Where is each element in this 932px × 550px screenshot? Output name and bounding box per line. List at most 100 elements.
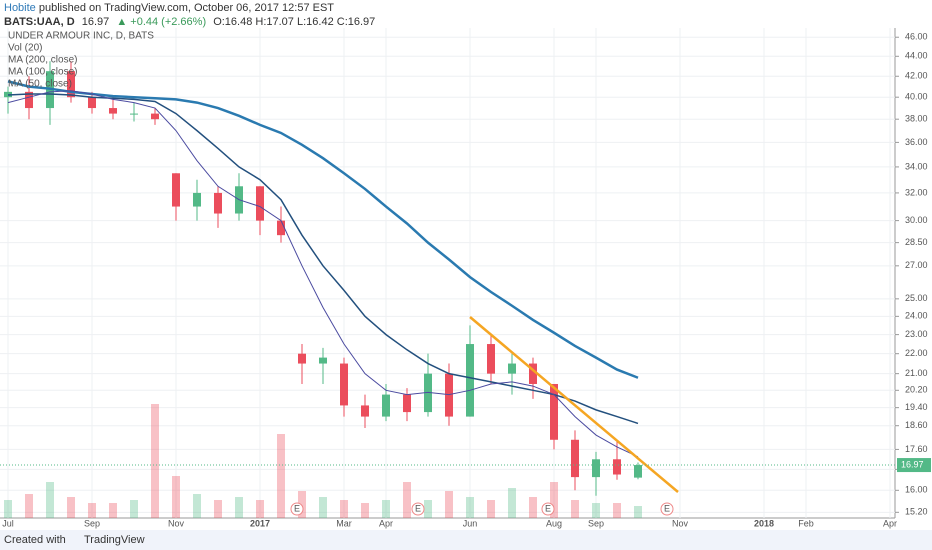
volume-bar [361,503,369,518]
candle-body [298,353,306,364]
candle-body [277,220,285,236]
earnings-label: E [294,503,300,513]
earnings-label: E [545,503,551,513]
footer-created: Created with [4,534,66,546]
volume-bar [151,404,159,518]
ohlc-high: H:17.07 [255,16,294,28]
x-tick-label: Jun [463,518,478,528]
trend-line [469,316,679,493]
candle-body [88,97,96,109]
publish-line: Hobite published on TradingView.com, Oct… [4,2,334,14]
published: published on TradingView.com, October 06… [39,2,334,14]
volume-bar [25,494,33,518]
candle-body [172,173,180,207]
x-tick-label: Apr [883,518,897,528]
y-tick-label: 17.60 [905,444,928,454]
legend-entry: MA (50, close) [8,79,72,90]
earnings-markers: E E E E [290,502,674,516]
y-tick-label: 42.00 [905,71,928,81]
last-price-label: 16.97 [901,459,924,469]
y-tick-label: 40.00 [905,92,928,102]
candle-body [571,439,579,478]
legend-entry: MA (200, close) [8,55,77,66]
volume-bar [424,500,432,518]
volume-bar [235,497,243,518]
footer-bar [0,530,932,550]
candle-body [508,363,516,374]
volume-bar [445,491,453,518]
volume-bar [529,497,537,518]
y-tick-label: 46.00 [905,32,928,42]
candle-body [613,459,621,475]
candle-body [529,363,537,384]
ohlc-low: L:16.42 [297,16,334,28]
volume-bar [67,497,75,518]
earnings-circle [541,502,555,516]
volume-bar [466,497,474,518]
y-tick-label: 15.20 [905,507,928,517]
volume-bar [298,491,306,518]
volume-bar [277,434,285,518]
volume-bar [193,494,201,518]
volume-bar [172,476,180,518]
x-tick-label: 2017 [250,518,270,528]
moving-average [7,90,639,458]
y-tick-label: 20.20 [905,385,928,395]
x-tick-label: Sep [588,518,604,528]
earnings-label: E [664,503,670,513]
candle-body [130,113,138,115]
candle-body [151,113,159,120]
last-price-box [897,458,931,473]
candle-body [382,394,390,417]
volume-bar [403,482,411,518]
moving-average [7,80,639,379]
candle-body [445,373,453,417]
candle-body [340,363,348,406]
y-tick-label: 19.40 [905,402,928,412]
volume-bar [487,500,495,518]
candle-body [487,344,495,374]
moving-average [7,93,639,425]
x-tick-label: Feb [798,518,814,528]
x-tick-label: Apr [379,518,393,528]
y-tick-label: 28.50 [905,237,928,247]
y-tick-label: 27.00 [905,260,928,270]
y-tick-label: 18.60 [905,420,928,430]
volume-bar [109,503,117,518]
symbol-line: BATS:UAA, D 16.97 ▲ +0.44 (+2.66%) O:16.… [4,16,375,28]
legend-entry: MA (100, close) [8,67,77,78]
ohlc-open: O:16.48 [213,16,252,28]
volume-bar [613,503,621,518]
candle-body [634,465,642,478]
y-tick-label: 44.00 [905,51,928,61]
x-tick-label: Aug [546,518,562,528]
y-tick-label: 16.00 [905,485,928,495]
earnings-circle [660,502,674,516]
ohlc-close: C:16.97 [337,16,376,28]
y-tick-label: 24.00 [905,311,928,321]
earnings-circle [411,502,425,516]
volume-bar [571,500,579,518]
y-tick-label: 36.00 [905,137,928,147]
candle-body [361,405,369,417]
volume-bar [634,506,642,518]
candle-body [466,344,474,417]
candle-body [214,192,222,214]
y-tick-label: 23.00 [905,329,928,339]
x-tick-label: Nov [672,518,689,528]
x-tick-label: Nov [168,518,185,528]
volume-bar [130,500,138,518]
candle-body [550,383,558,440]
footer-brand[interactable]: TradingView [84,534,145,546]
x-tick-label: Mar [336,518,352,528]
legend-entry: UNDER ARMOUR INC, D, BATS [8,31,154,42]
last: 16.97 [82,16,110,28]
volume-bar [319,497,327,518]
symbol: BATS:UAA, D [4,16,75,28]
volume-bar [214,500,222,518]
candle-body [403,394,411,413]
volume-bar [550,482,558,518]
candle-body [109,108,117,114]
y-tick-label: 21.00 [905,368,928,378]
